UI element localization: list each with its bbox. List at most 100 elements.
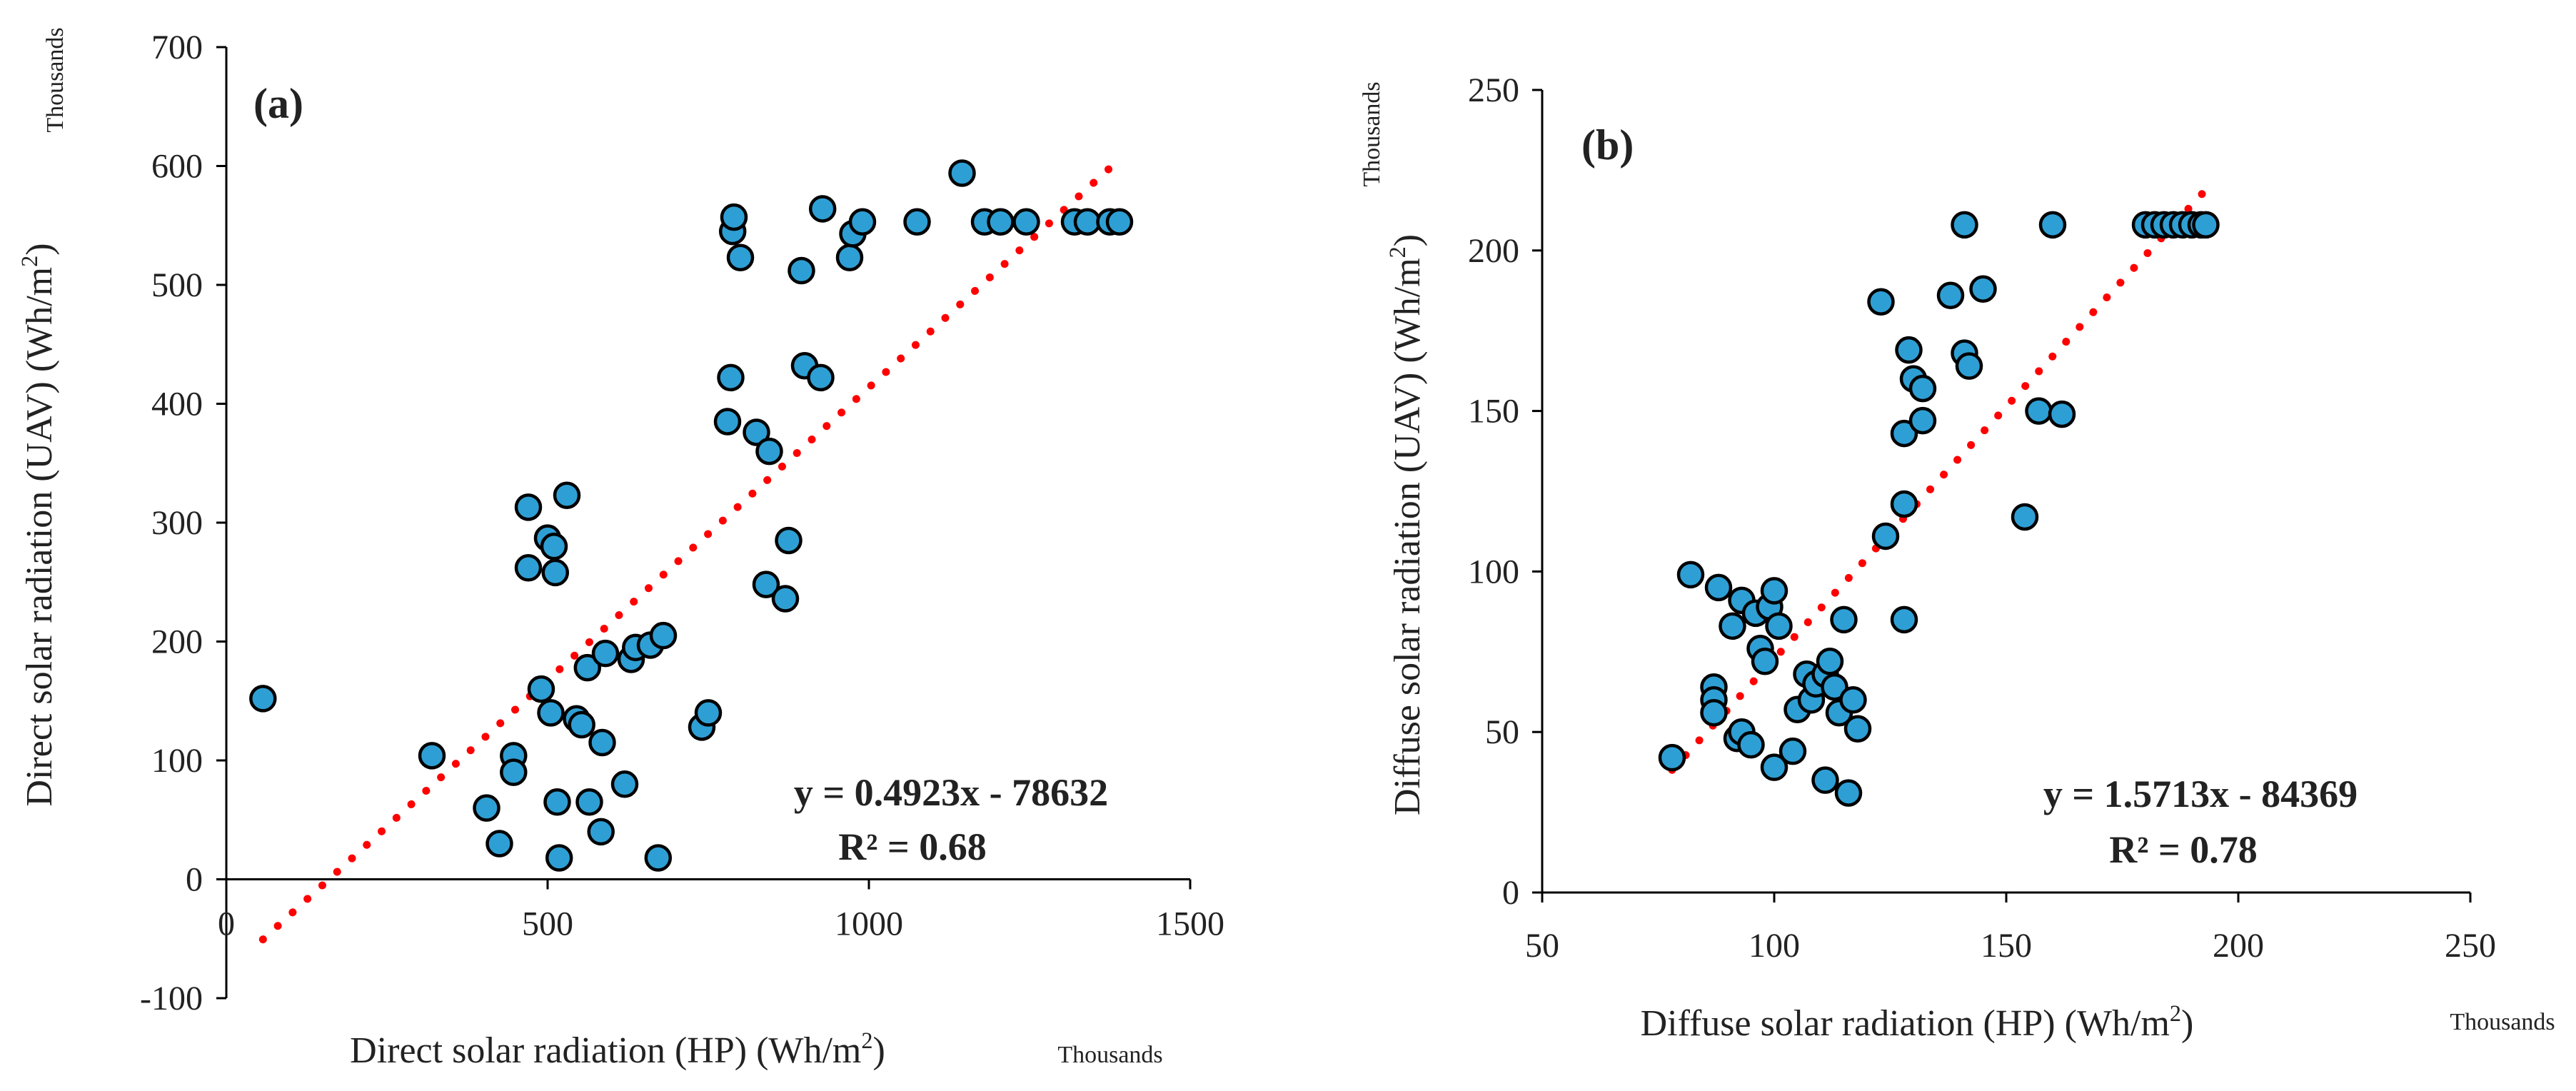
y-axis-title-superscript: 2	[1384, 246, 1410, 258]
data-point	[485, 830, 513, 858]
y-tick-label: 600	[151, 148, 203, 186]
y-tick-label: 0	[186, 861, 203, 899]
data-point	[808, 195, 837, 223]
x-tick-label: 100	[1749, 927, 1800, 965]
data-point	[1955, 352, 1983, 380]
data-point	[1765, 612, 1793, 640]
y-axis-title-close: )	[1387, 234, 1428, 246]
data-point	[587, 818, 615, 846]
data-point	[948, 159, 976, 187]
y-tick-label: 200	[1468, 232, 1519, 270]
data-point	[2038, 211, 2067, 239]
data-point	[987, 208, 1015, 236]
x-axis-title-close: )	[2181, 1003, 2193, 1044]
data-point	[514, 493, 543, 521]
data-point	[2011, 503, 2039, 531]
x-axis-title-close: )	[873, 1030, 885, 1071]
data-point	[717, 363, 745, 392]
data-point	[1676, 560, 1705, 589]
data-point	[473, 794, 500, 822]
y-tick-label: 700	[151, 29, 203, 66]
data-point	[1778, 737, 1807, 765]
data-point	[1704, 573, 1733, 602]
y-tick-label: 300	[151, 504, 203, 542]
data-point	[1969, 275, 1997, 303]
y-axis-title-main: Diffuse solar radiation (UAV) (Wh/m	[1387, 258, 1428, 815]
chart-panel-a: -100 0 100 200 300 400 500 600 700 0 500 1000 1500 (a…	[16, 27, 1224, 1071]
data-point	[610, 770, 639, 798]
x-axis-title-superscript: 2	[2170, 1000, 2181, 1026]
y-tick-label: 400	[151, 386, 203, 423]
data-point	[541, 558, 570, 587]
x-tick-label: 150	[1981, 927, 2032, 965]
data-point	[743, 418, 770, 446]
r-squared-label: R² = 0.68	[838, 825, 986, 868]
data-point	[1719, 612, 1746, 640]
x-axis-title: Direct solar radiation (HP) (Wh/m2)	[350, 1027, 885, 1071]
data-point	[1830, 605, 1858, 634]
data-point	[1760, 577, 1788, 605]
x-tick-label: 1500	[1156, 905, 1224, 943]
data-point	[500, 758, 528, 786]
data-point	[1105, 208, 1134, 236]
regression-equation: y = 0.4923x - 78632	[794, 771, 1108, 814]
data-point	[848, 208, 877, 236]
data-point	[1908, 406, 1937, 435]
data-point	[540, 533, 568, 560]
y-axis-title-main: Direct solar radiation (UAV) (Wh/m	[19, 267, 60, 807]
data-point	[527, 675, 555, 703]
data-point	[1658, 743, 1686, 772]
x-tick-label: 0	[218, 905, 235, 943]
data-point	[1737, 730, 1765, 759]
x-axis-title-main: Diffuse solar radiation (HP) (Wh/m	[1641, 1003, 2170, 1044]
y-axis-units-note: Thousands	[1359, 81, 1385, 186]
data-point	[575, 788, 603, 816]
y-tick-label: 100	[151, 742, 203, 780]
data-point	[1843, 715, 1872, 743]
data-point	[1936, 281, 1965, 309]
data-point	[1012, 208, 1040, 236]
data-point	[2192, 211, 2220, 239]
data-point	[1890, 419, 1918, 448]
data-point	[1867, 288, 1895, 316]
data-point	[1871, 522, 1900, 550]
y-tick-label: 250	[1468, 71, 1519, 109]
data-point	[418, 742, 446, 770]
data-point	[588, 728, 616, 757]
data-point	[903, 208, 931, 236]
panel-label: (b)	[1581, 121, 1634, 169]
x-axis-title: Diffuse solar radiation (HP) (Wh/m2)	[1641, 1000, 2194, 1044]
data-point	[1890, 490, 1918, 518]
y-tick-label: 0	[1502, 874, 1519, 912]
data-point	[1951, 211, 1978, 239]
data-point	[775, 526, 803, 555]
x-axis-title-superscript: 2	[861, 1027, 872, 1053]
data-point	[835, 243, 864, 271]
panel-label: (a)	[253, 80, 303, 127]
data-point	[1908, 374, 1937, 403]
y-tick-label: 100	[1468, 553, 1519, 590]
x-axis-units-note: Thousands	[2450, 1009, 2555, 1035]
data-point	[1760, 753, 1788, 781]
x-axis-title-main: Direct solar radiation (HP) (Wh/m	[350, 1030, 861, 1071]
data-point	[568, 710, 595, 739]
data-point	[1811, 766, 1839, 794]
data-point	[514, 554, 543, 582]
data-point	[1073, 208, 1102, 236]
data-point	[649, 621, 678, 650]
data-point	[573, 653, 602, 682]
y-axis-title: Diffuse solar radiation (UAV) (Wh/m2)	[1384, 234, 1428, 815]
data-point	[545, 844, 573, 872]
data-point	[788, 256, 815, 285]
y-axis-units-note: Thousands	[42, 27, 69, 132]
y-tick-label: 150	[1468, 393, 1519, 431]
data-point	[755, 437, 783, 466]
y-tick-label: 50	[1485, 713, 1519, 751]
data-point	[553, 481, 581, 509]
data-point	[1890, 605, 1918, 634]
y-axis-title-superscript: 2	[16, 256, 42, 267]
data-point	[537, 699, 565, 727]
regression-equation: y = 1.5713x - 84369	[2043, 773, 2358, 815]
